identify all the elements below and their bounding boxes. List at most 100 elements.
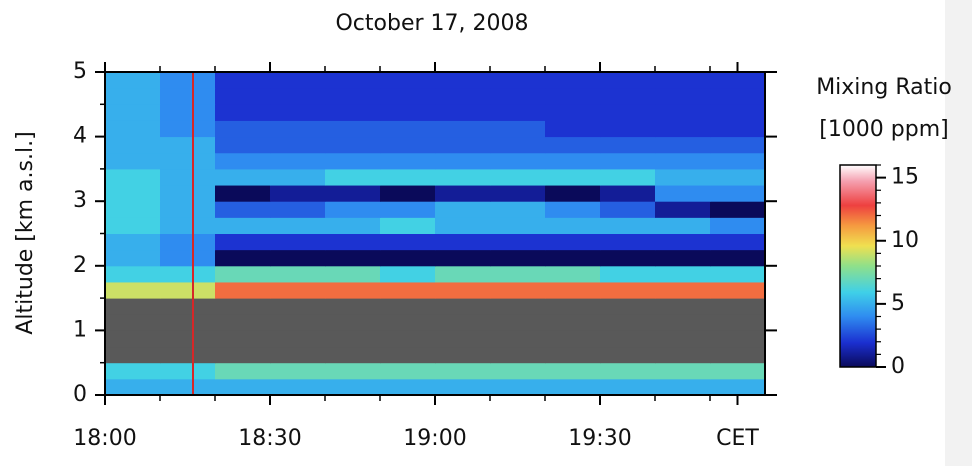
- heat-cell: [380, 249, 436, 267]
- heat-cell: [710, 362, 766, 380]
- heat-cell: [270, 362, 326, 380]
- heat-cell: [325, 217, 381, 234]
- heat-cell: [215, 72, 271, 89]
- heat-cell: [105, 362, 161, 380]
- colorbar-tick-label: 5: [891, 291, 905, 316]
- no-data-cell: [655, 346, 711, 364]
- heat-cell: [600, 378, 656, 396]
- heat-cell: [600, 217, 656, 234]
- heat-cell: [710, 265, 766, 283]
- heat-cell: [545, 168, 601, 186]
- heat-cell: [435, 72, 491, 89]
- heat-cell: [600, 281, 656, 299]
- heat-cell: [655, 281, 711, 299]
- heat-cell: [270, 249, 326, 267]
- heat-cell: [105, 120, 161, 138]
- heat-cell: [600, 265, 656, 283]
- heat-cell: [380, 136, 436, 154]
- no-data-cell: [270, 330, 326, 348]
- heat-cell: [105, 72, 161, 89]
- no-data-cell: [710, 330, 766, 348]
- no-data-cell: [270, 298, 326, 315]
- heat-cell: [710, 136, 766, 154]
- no-data-cell: [270, 346, 326, 364]
- heat-cell: [160, 249, 216, 267]
- heat-cell: [710, 378, 766, 396]
- colorbar-tick-label: 0: [891, 354, 905, 379]
- heat-cell: [270, 217, 326, 234]
- heat-cell: [655, 104, 711, 121]
- heat-cell: [270, 281, 326, 299]
- heat-cell: [490, 72, 546, 89]
- no-data-cell: [160, 314, 216, 331]
- heat-cell: [105, 249, 161, 267]
- heat-cell: [105, 136, 161, 154]
- heat-cell: [325, 201, 381, 218]
- heat-cell: [325, 136, 381, 154]
- heat-cell: [215, 120, 271, 138]
- no-data-cell: [105, 330, 161, 348]
- heat-cell: [380, 152, 436, 170]
- colorbar-tick-label: 10: [891, 228, 919, 253]
- heat-cell: [600, 233, 656, 251]
- no-data-cell: [435, 314, 491, 331]
- heat-cell: [435, 185, 491, 202]
- heat-cell: [215, 249, 271, 267]
- heat-cell: [435, 362, 491, 380]
- heat-cell: [380, 185, 436, 202]
- heat-cell: [215, 136, 271, 154]
- no-data-cell: [325, 314, 381, 331]
- chart-title: October 17, 2008: [335, 11, 528, 36]
- no-data-cell: [380, 346, 436, 364]
- heat-cell: [435, 281, 491, 299]
- heat-cell: [710, 120, 766, 138]
- no-data-cell: [655, 298, 711, 315]
- heat-cell: [325, 281, 381, 299]
- no-data-cell: [215, 330, 271, 348]
- y-tick-label: 3: [73, 188, 87, 213]
- heat-cell: [325, 185, 381, 202]
- heat-cell: [435, 249, 491, 267]
- heat-cell: [325, 378, 381, 396]
- heat-cell: [380, 88, 436, 105]
- heat-cell: [490, 152, 546, 170]
- heat-cell: [215, 185, 271, 202]
- heat-cell: [710, 168, 766, 186]
- heat-cell: [655, 249, 711, 267]
- heat-cell: [545, 201, 601, 218]
- heat-cell: [105, 233, 161, 251]
- heat-cell: [105, 88, 161, 105]
- no-data-cell: [215, 346, 271, 364]
- heat-cell: [105, 104, 161, 121]
- no-data-cell: [160, 330, 216, 348]
- no-data-cell: [545, 298, 601, 315]
- heat-cell: [215, 88, 271, 105]
- no-data-cell: [325, 346, 381, 364]
- heat-cell: [435, 378, 491, 396]
- heat-cell: [270, 136, 326, 154]
- heat-cell: [435, 88, 491, 105]
- heat-cell: [105, 378, 161, 396]
- no-data-cell: [490, 346, 546, 364]
- x-tick-label: 19:00: [403, 426, 466, 451]
- heat-cell: [545, 185, 601, 202]
- colorbar: [839, 164, 877, 368]
- heat-cell: [105, 217, 161, 234]
- heat-cell: [160, 88, 216, 105]
- heat-cell: [655, 362, 711, 380]
- heat-cell: [270, 265, 326, 283]
- heat-cell: [215, 104, 271, 121]
- heat-cell: [160, 72, 216, 89]
- y-tick-label: 1: [73, 317, 87, 342]
- side-strip: [945, 0, 972, 466]
- heat-cell: [325, 362, 381, 380]
- heat-cell: [380, 72, 436, 89]
- heat-cell: [545, 120, 601, 138]
- heat-cell: [105, 201, 161, 218]
- no-data-cell: [600, 330, 656, 348]
- heat-cell: [215, 201, 271, 218]
- heat-cell: [710, 217, 766, 234]
- heat-cell: [655, 265, 711, 283]
- y-tick-label: 5: [73, 59, 87, 84]
- no-data-cell: [215, 314, 271, 331]
